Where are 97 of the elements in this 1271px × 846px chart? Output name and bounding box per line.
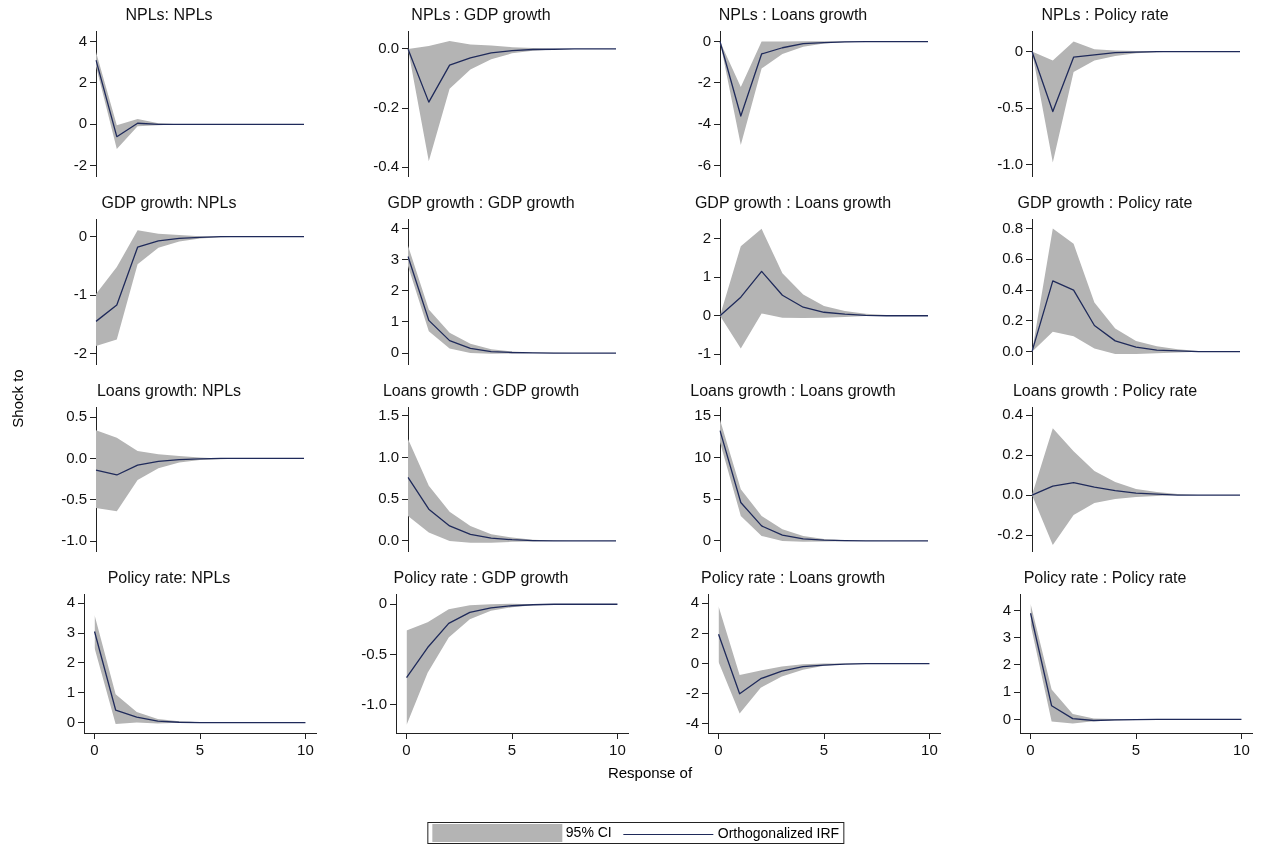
y-tick-label: 2	[690, 623, 699, 641]
y-tick-label: 0.6	[1002, 249, 1023, 267]
y-tick-label: 1.5	[378, 405, 399, 423]
x-tick-label: 0	[90, 741, 99, 759]
y-tick-label: 0.0	[1002, 341, 1023, 359]
y-tick-label: -0.5	[61, 489, 87, 507]
y-tick-label: 1	[702, 267, 711, 285]
y-tick-label: 0	[702, 31, 711, 49]
y-tick-label: 3	[390, 249, 399, 267]
y-tick-label: 0	[1002, 709, 1011, 727]
y-tick-label: -2	[685, 683, 699, 701]
y-tick-label: -1.0	[61, 531, 87, 549]
y-tick-label: 0	[1014, 41, 1023, 59]
y-tick-label: 2	[390, 280, 399, 298]
x-axis-title: Response of	[607, 764, 693, 781]
text: 95% CI	[564, 824, 612, 842]
y-tick-label: 2	[1002, 655, 1011, 673]
y-tick-label: -4	[685, 714, 699, 732]
chart-title: GDP growth : Policy rate	[1017, 194, 1193, 212]
y-tick-label: 2	[78, 73, 87, 91]
y-tick-label: 0.5	[378, 489, 399, 507]
y-tick-label: 0.4	[1002, 280, 1023, 298]
chart-title: Policy rate: NPLs	[107, 569, 231, 587]
x-tick-label: 0	[402, 741, 411, 759]
y-tick-label: 0	[702, 305, 711, 323]
chart-title: Loans growth : Policy rate	[1012, 382, 1198, 400]
y-tick-label: 1	[390, 312, 399, 330]
y-tick-label: 0.0	[66, 448, 87, 466]
chart-title: NPLs : Loans growth	[718, 6, 868, 24]
y-tick-label: 1.0	[378, 447, 399, 465]
y-tick-label: -2	[697, 73, 711, 91]
y-tick-label: 0.2	[1002, 311, 1023, 329]
y-tick-label: 0.5	[66, 407, 87, 425]
x-tick-label: 5	[819, 741, 829, 759]
y-tick-label: 0.0	[378, 39, 399, 57]
y-tick-label: 0	[78, 114, 87, 132]
y-tick-label: 4	[690, 593, 699, 611]
x-tick-label: 5	[507, 741, 517, 759]
y-tick-label: 0	[78, 226, 87, 244]
x-tick-label: 5	[1131, 741, 1141, 759]
chart-title: Policy rate : Policy rate	[1023, 569, 1187, 587]
text: Orthogonalized IRF	[716, 825, 840, 842]
y-tick-label: 2	[702, 228, 711, 246]
chart-title: Policy rate : Loans growth	[700, 569, 886, 587]
y-tick-label: 4	[390, 218, 399, 236]
y-tick-label: 5	[702, 489, 711, 507]
y-tick-label: 0.0	[378, 531, 399, 549]
y-tick-label: -2	[73, 343, 87, 361]
y-tick-label: -2	[73, 155, 87, 173]
y-tick-label: -0.5	[361, 644, 387, 662]
y-tick-label: 0	[378, 594, 387, 612]
y-tick-label: 4	[66, 593, 75, 611]
y-tick-label: -0.2	[373, 98, 399, 116]
y-tick-label: -6	[697, 155, 711, 173]
y-tick-label: -0.4	[373, 157, 399, 175]
y-tick-label: 0	[66, 712, 75, 730]
chart-title: Loans growth: NPLs	[96, 382, 242, 400]
y-tick-label: 0	[690, 653, 699, 671]
x-tick-label: 10	[297, 741, 314, 759]
y-tick-label: 10	[694, 447, 711, 465]
y-tick-label: 0.4	[1002, 405, 1023, 423]
y-tick-label: 1	[66, 682, 75, 700]
y-tick-label: 2	[66, 652, 75, 670]
x-tick-label: 5	[195, 741, 205, 759]
y-tick-label: 3	[66, 623, 75, 641]
y-tick-label: 0.0	[1002, 485, 1023, 503]
y-axis-title: Shock to	[8, 369, 26, 428]
chart-title: GDP growth : Loans growth	[694, 194, 892, 212]
y-tick-label: -4	[697, 114, 711, 132]
y-tick-label: 4	[78, 31, 87, 49]
x-tick-label: 10	[921, 741, 938, 759]
y-tick-label: 0.8	[1002, 218, 1023, 236]
y-tick-label: 3	[1002, 627, 1011, 645]
x-tick-label: 0	[1026, 741, 1035, 759]
y-tick-label: 1	[1002, 682, 1011, 700]
chart-title: NPLs: NPLs	[125, 6, 213, 24]
y-tick-label: -0.2	[997, 525, 1023, 543]
y-tick-label: 4	[1002, 600, 1011, 618]
x-tick-label: 10	[609, 741, 626, 759]
y-tick-label: -1.0	[997, 154, 1023, 172]
y-tick-label: 0	[390, 343, 399, 361]
y-tick-label: 0.2	[1002, 445, 1023, 463]
y-tick-label: 0	[702, 531, 711, 549]
chart-title: Loans growth : GDP growth	[382, 382, 580, 400]
x-tick-label: 10	[1233, 741, 1250, 759]
chart-title: NPLs : GDP growth	[411, 6, 551, 24]
chart-title: Policy rate : GDP growth	[393, 569, 569, 587]
y-tick-label: -0.5	[997, 98, 1023, 116]
x-tick-label: 0	[714, 741, 723, 759]
y-tick-label: -1	[697, 344, 711, 362]
chart-title: NPLs : Policy rate	[1041, 6, 1169, 24]
y-tick-label: -1	[73, 285, 87, 303]
y-tick-label: -1.0	[361, 694, 387, 712]
y-tick-label: 15	[694, 405, 711, 423]
chart-title: Loans growth : Loans growth	[690, 382, 896, 400]
chart-title: GDP growth : GDP growth	[387, 194, 575, 212]
chart-title: GDP growth: NPLs	[101, 194, 237, 212]
